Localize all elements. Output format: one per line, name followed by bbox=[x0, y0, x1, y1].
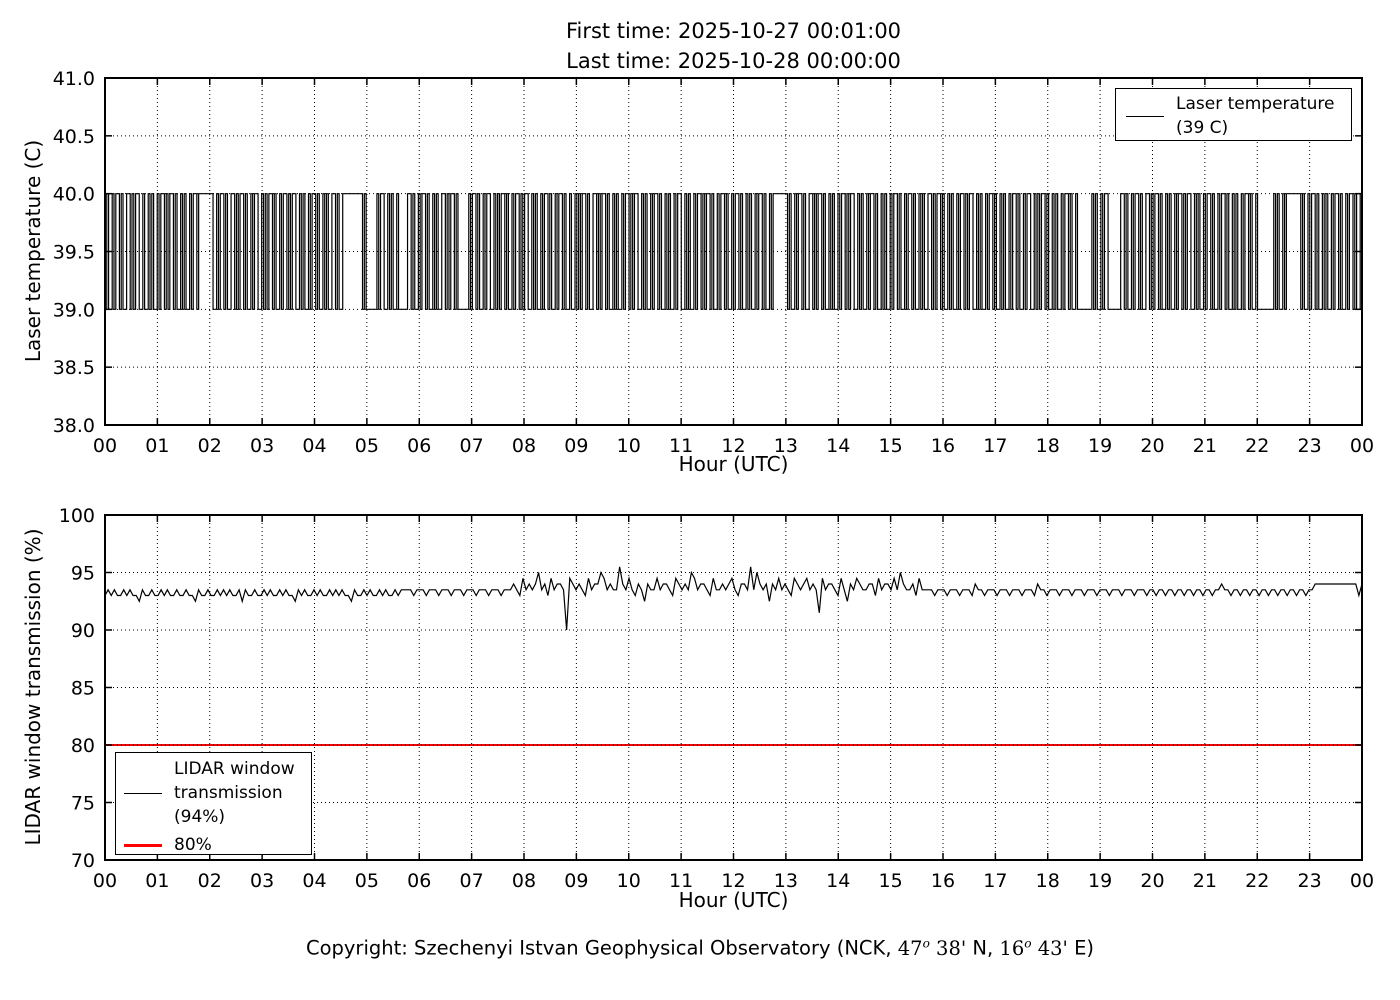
svg-text:06: 06 bbox=[407, 870, 431, 892]
svg-text:17: 17 bbox=[983, 435, 1007, 457]
longitude-minutes: 43' bbox=[1031, 936, 1068, 960]
transmission-legend: LIDAR window transmission (94%) 80% bbox=[115, 752, 312, 855]
svg-text:18: 18 bbox=[1036, 435, 1060, 457]
svg-text:00: 00 bbox=[93, 870, 117, 892]
legend-entry-transmission: LIDAR window transmission (94%) bbox=[124, 757, 303, 829]
svg-text:14: 14 bbox=[826, 435, 850, 457]
svg-text:22: 22 bbox=[1245, 435, 1269, 457]
legend-label-line2: (39 C) bbox=[1176, 118, 1229, 138]
hour-utc-axis-label-bottom: Hour (UTC) bbox=[678, 888, 789, 912]
svg-text:12: 12 bbox=[721, 870, 745, 892]
svg-text:40.5: 40.5 bbox=[53, 126, 95, 148]
svg-text:08: 08 bbox=[512, 870, 536, 892]
svg-text:03: 03 bbox=[250, 435, 274, 457]
svg-text:05: 05 bbox=[355, 870, 379, 892]
svg-text:09: 09 bbox=[564, 435, 588, 457]
svg-text:75: 75 bbox=[71, 793, 95, 815]
svg-text:05: 05 bbox=[355, 435, 379, 457]
svg-text:21: 21 bbox=[1193, 870, 1217, 892]
svg-text:38.5: 38.5 bbox=[53, 357, 95, 379]
degree-symbol: o bbox=[922, 936, 930, 950]
svg-text:20: 20 bbox=[1140, 435, 1164, 457]
svg-text:15: 15 bbox=[879, 870, 903, 892]
svg-text:08: 08 bbox=[512, 435, 536, 457]
title-last-time: Last time: 2025-10-28 00:00:00 bbox=[566, 49, 901, 73]
legend-label-line3: (94%) bbox=[174, 807, 226, 827]
svg-text:06: 06 bbox=[407, 435, 431, 457]
legend-label-line2: transmission bbox=[174, 783, 283, 803]
svg-text:19: 19 bbox=[1088, 870, 1112, 892]
svg-text:10: 10 bbox=[617, 435, 641, 457]
svg-text:07: 07 bbox=[460, 435, 484, 457]
svg-text:03: 03 bbox=[250, 870, 274, 892]
svg-text:00: 00 bbox=[1350, 870, 1374, 892]
svg-text:13: 13 bbox=[774, 435, 798, 457]
latitude-degrees: 47 bbox=[897, 936, 923, 960]
svg-text:07: 07 bbox=[460, 870, 484, 892]
laser-temperature-axis-label: Laser temperature (C) bbox=[21, 139, 45, 363]
svg-text:41.0: 41.0 bbox=[53, 68, 95, 90]
laser-temperature-legend: Laser temperature (39 C) bbox=[1115, 88, 1352, 141]
svg-text:10: 10 bbox=[617, 870, 641, 892]
svg-text:04: 04 bbox=[302, 870, 326, 892]
black-line-sample-icon bbox=[1126, 115, 1164, 117]
legend-label-threshold: 80% bbox=[174, 835, 212, 855]
north-label: N, bbox=[966, 936, 1000, 960]
svg-text:02: 02 bbox=[198, 870, 222, 892]
hour-utc-axis-label-top: Hour (UTC) bbox=[678, 452, 789, 476]
east-label: E) bbox=[1067, 936, 1095, 960]
svg-text:12: 12 bbox=[721, 435, 745, 457]
legend-entry-threshold: 80% bbox=[124, 833, 303, 857]
black-line-sample-icon bbox=[124, 792, 162, 794]
svg-text:17: 17 bbox=[983, 870, 1007, 892]
red-line-sample-icon bbox=[124, 843, 162, 847]
svg-text:22: 22 bbox=[1245, 870, 1269, 892]
svg-text:80: 80 bbox=[71, 735, 95, 757]
svg-text:39.5: 39.5 bbox=[53, 242, 95, 264]
svg-text:85: 85 bbox=[71, 678, 95, 700]
svg-text:09: 09 bbox=[564, 870, 588, 892]
svg-text:23: 23 bbox=[1298, 870, 1322, 892]
svg-text:11: 11 bbox=[669, 870, 693, 892]
svg-text:11: 11 bbox=[669, 435, 693, 457]
svg-text:16: 16 bbox=[931, 435, 955, 457]
longitude-degrees: 16 bbox=[999, 936, 1025, 960]
latitude-minutes: 38' bbox=[929, 936, 967, 960]
legend-entry-laser-temperature: Laser temperature (39 C) bbox=[1126, 92, 1343, 140]
transmission-axis-label: LIDAR window transmission (%) bbox=[21, 528, 45, 846]
svg-text:18: 18 bbox=[1036, 870, 1060, 892]
svg-text:01: 01 bbox=[145, 435, 169, 457]
svg-text:21: 21 bbox=[1193, 435, 1217, 457]
svg-text:70: 70 bbox=[71, 850, 95, 872]
legend-label-line1: LIDAR window bbox=[174, 759, 295, 779]
title-first-time: First time: 2025-10-27 00:01:00 bbox=[565, 19, 902, 43]
svg-text:100: 100 bbox=[59, 505, 95, 527]
svg-text:00: 00 bbox=[1350, 435, 1374, 457]
svg-text:20: 20 bbox=[1140, 870, 1164, 892]
svg-text:00: 00 bbox=[93, 435, 117, 457]
copyright-line: Copyright: Szechenyi Istvan Geophysical … bbox=[0, 936, 1400, 960]
figure-title: First time: 2025-10-27 00:01:00 Last tim… bbox=[105, 16, 1362, 76]
svg-text:16: 16 bbox=[931, 870, 955, 892]
legend-label-line1: Laser temperature bbox=[1176, 94, 1335, 114]
svg-text:01: 01 bbox=[145, 870, 169, 892]
svg-text:14: 14 bbox=[826, 870, 850, 892]
svg-text:19: 19 bbox=[1088, 435, 1112, 457]
svg-text:38.0: 38.0 bbox=[53, 415, 95, 437]
svg-text:39.0: 39.0 bbox=[53, 299, 95, 321]
svg-text:90: 90 bbox=[71, 620, 95, 642]
svg-text:02: 02 bbox=[198, 435, 222, 457]
copyright-text: Copyright: Szechenyi Istvan Geophysical … bbox=[305, 936, 898, 960]
svg-text:13: 13 bbox=[774, 870, 798, 892]
svg-text:04: 04 bbox=[302, 435, 326, 457]
svg-text:23: 23 bbox=[1298, 435, 1322, 457]
svg-text:95: 95 bbox=[71, 563, 95, 585]
svg-text:15: 15 bbox=[879, 435, 903, 457]
svg-text:40.0: 40.0 bbox=[53, 184, 95, 206]
degree-symbol: o bbox=[1024, 936, 1032, 950]
